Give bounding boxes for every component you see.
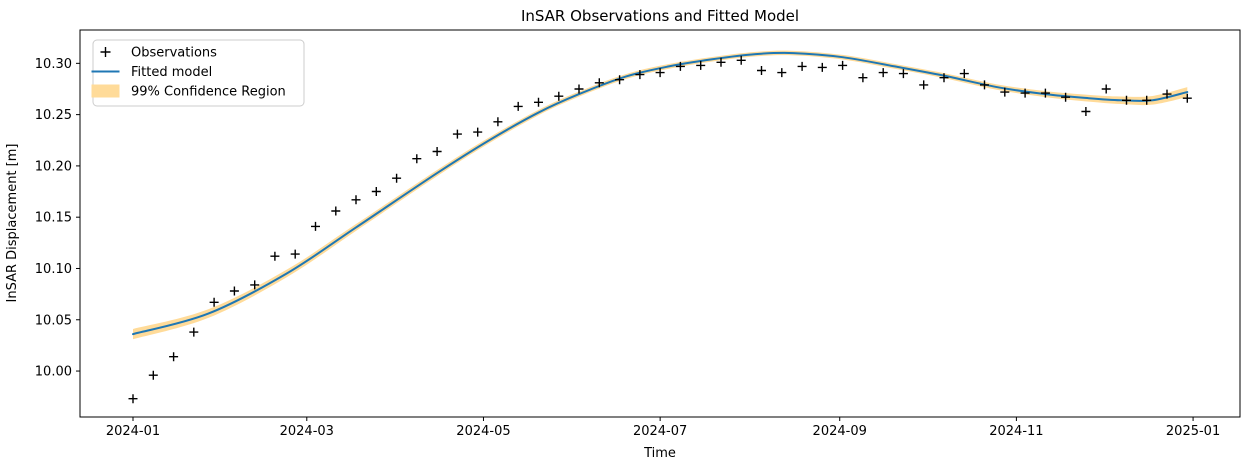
observation-marker [939,73,949,83]
observation-marker [817,62,827,72]
y-tick-label: 10.05 [35,313,72,328]
observation-marker [412,154,422,164]
legend-label: Observations [131,46,217,61]
x-tick-label: 2024-03 [280,424,334,439]
observation-marker [209,297,219,307]
observation-marker [1142,95,1152,105]
observation-marker [169,352,179,362]
observation-marker [919,80,929,90]
observation-marker [513,101,523,111]
fitted-model-group [132,51,1189,336]
observation-marker [128,394,138,404]
legend-patch-icon [91,84,120,98]
observation-marker [1162,89,1172,99]
observation-marker [351,195,361,205]
y-tick-label: 10.15 [35,211,72,226]
observation-marker [696,60,706,70]
observation-marker [148,370,158,380]
observation-marker [473,127,483,137]
observation-marker [229,286,239,296]
legend: Observations Fitted model 99% Confidence R… [91,39,305,107]
observation-marker [797,61,807,71]
observation-marker [716,57,726,67]
observation-marker [1122,95,1131,105]
observation-marker [736,55,746,65]
observation-marker [1101,84,1111,94]
observation-marker [189,327,199,337]
observation-marker [392,173,402,183]
x-tick-label: 2024-11 [989,424,1043,439]
observation-marker [655,68,665,78]
y-tick-label: 10.00 [35,365,72,380]
x-tick-label: 2025-01 [1166,424,1220,439]
legend-label: 99% Confidence Region [131,85,286,100]
legend-plus-marker-icon [100,47,111,57]
legend-item-fitted-model: Fitted model [91,65,212,80]
observation-marker [878,68,888,78]
x-tick-label: 2024-07 [633,424,687,439]
observation-marker [270,251,280,261]
y-tick-label: 10.20 [35,159,72,174]
fitted-model-line [132,51,1189,336]
legend-box [92,39,305,107]
observation-marker [777,68,787,78]
observation-marker [1020,88,1030,98]
observation-marker [980,80,989,90]
chart-title: InSAR Observations and Fitted Model [521,7,799,25]
observation-marker [1182,93,1192,103]
observation-marker [250,280,260,290]
legend-item-observations: Observations [100,46,217,61]
x-axis-label: Time [643,446,676,461]
observation-marker [290,249,300,259]
observation-marker [675,61,685,71]
observation-marker [493,117,503,127]
legend-label: Fitted model [131,65,212,80]
observation-marker [757,66,766,75]
legend-item-99-confidence-region: 99% Confidence Region [91,84,286,100]
x-axis-ticks: 2024-01 2024-03 2024-05 2024-07 2024-09 2024-… [106,417,1220,439]
observation-marker [331,206,341,216]
observation-markers [128,55,1192,404]
observation-marker [1081,107,1091,116]
observation-marker [615,75,625,85]
y-axis-label: InSAR Displacement [m] [5,144,20,303]
observation-marker [311,221,320,231]
observation-marker [371,187,381,196]
y-tick-label: 10.30 [35,57,72,72]
observation-marker [858,73,868,83]
observation-marker [1061,92,1071,102]
observation-marker [432,147,442,156]
observation-marker [574,84,584,94]
x-tick-label: 2024-09 [813,424,867,439]
observation-marker [635,70,645,80]
observation-marker [554,91,564,101]
y-axis-ticks: 10.00 10.05 10.10 10.15 10.20 10.25 10.30 [35,57,80,380]
y-tick-label: 10.10 [35,262,72,277]
observation-marker [959,69,969,79]
observation-marker [452,129,462,139]
observation-marker [1040,88,1050,98]
observation-marker [898,69,908,79]
observation-marker [594,78,604,88]
observation-marker [534,97,543,107]
observation-marker [838,60,848,70]
observation-marker [1000,87,1010,97]
x-tick-label: 2024-01 [106,424,160,439]
x-tick-label: 2024-05 [456,424,510,439]
y-tick-label: 10.25 [35,108,72,123]
